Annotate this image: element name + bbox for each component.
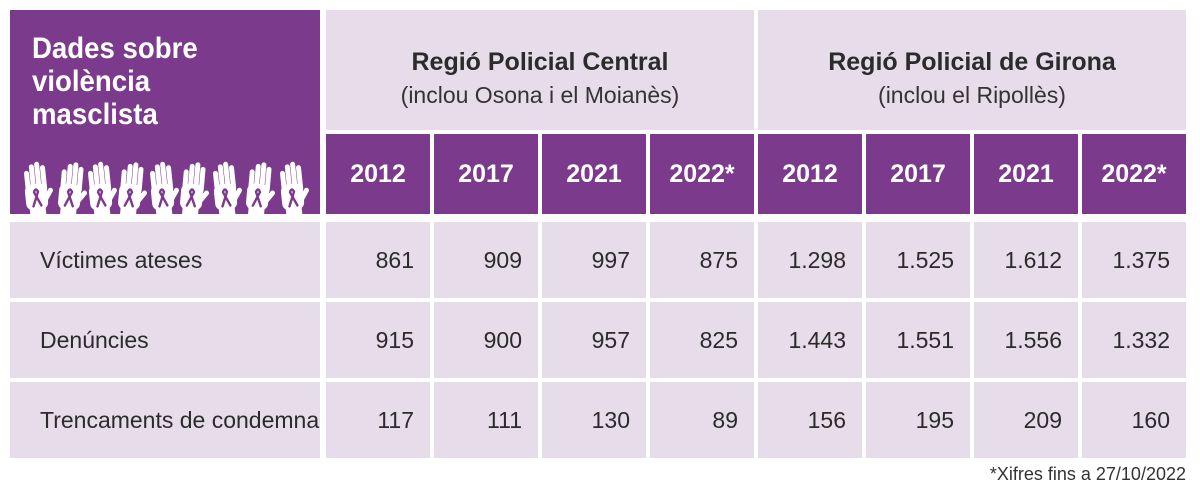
- title-line: masclista: [32, 98, 158, 131]
- region-subtitle: (inclou Osona i el Moianès): [400, 82, 680, 108]
- raised-hand-icon: [280, 161, 309, 224]
- table-cell-value: 1.525: [866, 222, 970, 298]
- table-cell-value: 209: [974, 382, 1078, 458]
- footnote: *Xifres fins a 27/10/2022: [989, 464, 1186, 484]
- raised-hands-ribbon-icon: [24, 161, 309, 224]
- region-header: Regió Policial Central (inclou Osona i el…: [326, 10, 754, 130]
- raised-hand-icon: [180, 162, 210, 224]
- region-name: Regió Policial de Girona: [828, 48, 1116, 76]
- table-cell-value: 1.612: [974, 222, 1078, 298]
- table-cell-value: 130: [542, 382, 646, 458]
- table-cell-value: 915: [326, 302, 430, 378]
- table-cell-value: 1.375: [1082, 222, 1186, 298]
- region-header: Regió Policial de Girona (inclou el Ripol…: [758, 10, 1186, 130]
- region-subtitle: (inclou el Ripollès): [878, 82, 1066, 108]
- year-header: 2022*: [1082, 134, 1186, 214]
- row-label: Denúncies: [10, 302, 320, 378]
- table-cell-value: 89: [650, 382, 754, 458]
- table-cell-value: 1.551: [866, 302, 970, 378]
- table-cell-value: 160: [1082, 382, 1186, 458]
- year-header: 2022*: [650, 134, 754, 214]
- table-cell-value: 875: [650, 222, 754, 298]
- table-cell-value: 900: [434, 302, 538, 378]
- raised-hand-icon: [213, 161, 242, 224]
- raised-hand-icon: [246, 162, 276, 224]
- title-line: Dades sobre: [32, 32, 198, 65]
- table-cell-value: 825: [650, 302, 754, 378]
- row-label: Trencaments de condemna: [10, 382, 320, 458]
- raised-hand-icon: [118, 162, 148, 224]
- table-cell-value: 909: [434, 222, 538, 298]
- year-header: 2017: [866, 134, 970, 214]
- table-cell-value: 111: [434, 382, 538, 458]
- year-header: 2012: [758, 134, 862, 214]
- year-header: 2017: [434, 134, 538, 214]
- table-cell-value: 195: [866, 382, 970, 458]
- table-cell-value: 156: [758, 382, 862, 458]
- table-cell-value: 117: [326, 382, 430, 458]
- table-cell-value: 1.298: [758, 222, 862, 298]
- table-cell-value: 1.556: [974, 302, 1078, 378]
- table-title: Dades sobre violència masclista: [32, 32, 198, 131]
- table-title-cell: Dades sobre violència masclista: [10, 10, 320, 224]
- table-cell-value: 997: [542, 222, 646, 298]
- raised-hand-icon: [150, 161, 179, 224]
- year-header: 2021: [542, 134, 646, 214]
- year-header: 2021: [974, 134, 1078, 214]
- title-line: violència: [32, 65, 151, 98]
- raised-hand-icon: [88, 161, 117, 224]
- table-cell-value: 1.443: [758, 302, 862, 378]
- table-cell-value: 957: [542, 302, 646, 378]
- raised-hand-icon: [58, 162, 88, 224]
- year-header: 2012: [326, 134, 430, 214]
- table-cell-value: 861: [326, 222, 430, 298]
- table-cell-value: 1.332: [1082, 302, 1186, 378]
- row-label: Víctimes ateses: [10, 222, 320, 298]
- raised-hand-icon: [24, 161, 53, 224]
- region-name: Regió Policial Central: [411, 48, 669, 76]
